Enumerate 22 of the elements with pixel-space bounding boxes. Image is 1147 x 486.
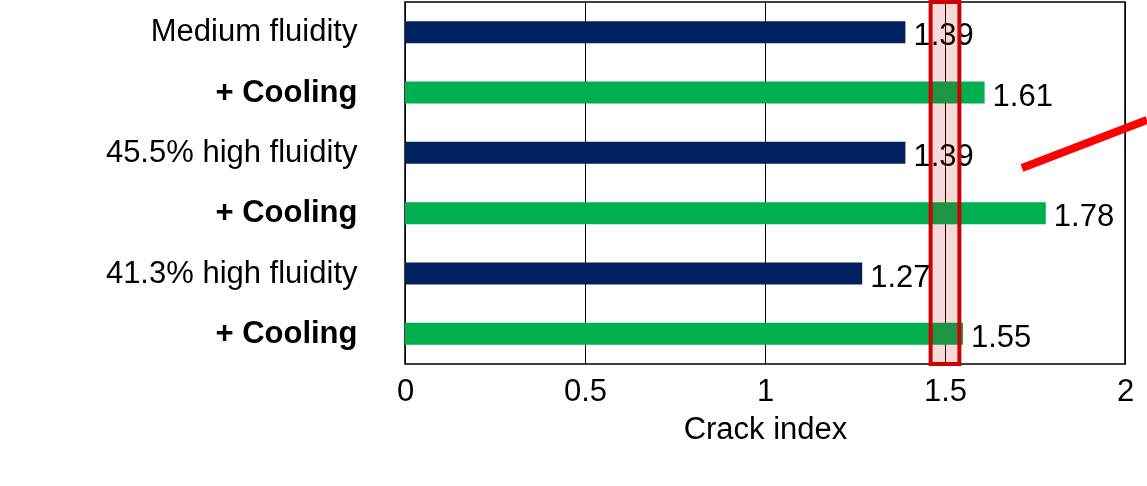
x-tick-label: 1.5 bbox=[923, 372, 968, 408]
x-axis-title: Crack index bbox=[683, 410, 848, 446]
y-tick-label: + Cooling bbox=[215, 194, 358, 230]
x-tick-label: 0 bbox=[396, 372, 415, 408]
x-tick-label: 0.5 bbox=[563, 372, 608, 408]
x-tick-label: 2 bbox=[1116, 372, 1135, 408]
bar bbox=[405, 81, 985, 104]
bar bbox=[405, 21, 906, 44]
y-tick-label: 45.5% high fluidity bbox=[105, 133, 358, 169]
data-label: 1.61 bbox=[992, 77, 1053, 113]
data-label: 1.78 bbox=[1053, 198, 1115, 234]
bar bbox=[405, 262, 863, 285]
bar bbox=[405, 322, 963, 345]
data-label: 1.27 bbox=[870, 258, 931, 294]
y-tick-label: + Cooling bbox=[215, 73, 358, 109]
x-tick-label: 1 bbox=[756, 372, 775, 408]
bar bbox=[405, 141, 906, 164]
y-tick-label: + Cooling bbox=[215, 314, 358, 350]
y-tick-label: Medium fluidity bbox=[150, 13, 358, 49]
data-label: 1.55 bbox=[971, 318, 1032, 354]
y-tick-label: 41.3% high fluidity bbox=[105, 254, 358, 290]
bar bbox=[405, 202, 1046, 225]
